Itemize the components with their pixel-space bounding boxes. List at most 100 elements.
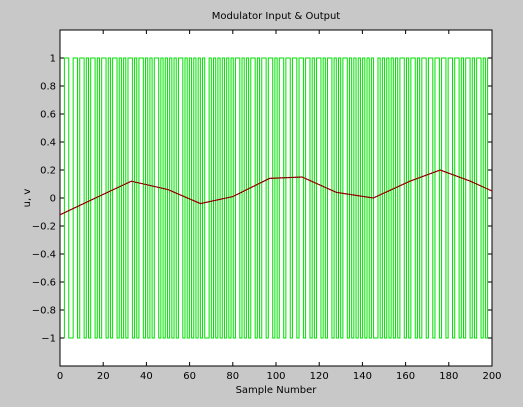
input-sample-point [344, 193, 346, 195]
input-sample-point [446, 171, 448, 173]
y-tick-label: −1 [41, 334, 56, 345]
input-sample-point [320, 185, 322, 187]
input-sample-point [411, 179, 413, 181]
input-sample-point [294, 176, 296, 178]
output-square-wave [60, 57, 492, 339]
input-sample-point [65, 211, 67, 213]
input-sample-point [385, 191, 387, 193]
input-sample-point [424, 175, 426, 177]
x-tick-label: 200 [482, 371, 501, 382]
input-sample-point [180, 194, 182, 196]
input-sample-point [161, 187, 163, 189]
x-tick-label: 20 [97, 371, 110, 382]
input-sample-point [463, 178, 465, 180]
input-sample-point [418, 177, 420, 179]
input-sample-point [312, 181, 314, 183]
input-sample-point [269, 177, 271, 179]
input-sample-point [158, 187, 160, 189]
input-sample-point [364, 196, 366, 198]
x-tick-label: 100 [266, 371, 285, 382]
input-sample-point [284, 177, 286, 179]
input-sample-point [74, 207, 76, 209]
input-sample-point [357, 195, 359, 197]
input-sample-point [173, 191, 175, 193]
input-sample-point [275, 177, 277, 179]
input-sample-point [459, 176, 461, 178]
axis-ticks: 0 20 40 60 80 100 120 140 160 180 200 −1 −0.8 −0.6 −0.… [32, 30, 502, 382]
input-sample-point [113, 188, 115, 190]
input-sample-point [325, 187, 327, 189]
input-sample-point [305, 178, 307, 180]
input-sample-point [150, 185, 152, 187]
input-sample-point [370, 197, 372, 199]
input-sample-point [292, 176, 294, 178]
input-sample-point [310, 180, 312, 182]
input-sample-point [467, 179, 469, 181]
input-sample-point [204, 202, 206, 204]
input-sample-point [186, 197, 188, 199]
input-sample-point [199, 203, 201, 205]
x-axis-label: Sample Number [236, 385, 318, 396]
input-sample-point [148, 184, 150, 186]
input-sample-point [96, 196, 98, 198]
input-sample-point [485, 187, 487, 189]
output-series-layer [60, 57, 492, 339]
input-sample-point [253, 185, 255, 187]
input-sample-point [297, 176, 299, 178]
input-sample-point [247, 188, 249, 190]
input-sample-point [154, 186, 156, 188]
y-tick-label: −0.2 [32, 222, 56, 233]
y-tick-label: −0.8 [32, 306, 56, 317]
input-sample-point [126, 182, 128, 184]
input-sample-point [452, 174, 454, 176]
y-tick-label: −0.6 [32, 278, 56, 289]
y-tick-label: 1 [50, 54, 56, 65]
input-sample-point [335, 191, 337, 193]
input-sample-point [111, 189, 113, 191]
input-sample-point [398, 185, 400, 187]
input-sample-point [281, 177, 283, 179]
input-sample-point [303, 177, 305, 179]
y-tick-label: 0.4 [40, 138, 56, 149]
input-sample-point [355, 194, 357, 196]
input-sample-point [353, 194, 355, 196]
input-sample-point [361, 195, 363, 197]
input-sample-point [193, 200, 195, 202]
input-sample-point [137, 182, 139, 184]
input-sample-point [91, 198, 93, 200]
input-sample-point [236, 193, 238, 195]
input-sample-point [219, 198, 221, 200]
input-sample-point [389, 189, 391, 191]
x-tick-label: 180 [439, 371, 458, 382]
input-sample-point [107, 191, 109, 193]
input-sample-point [215, 199, 217, 201]
input-sample-point [167, 189, 169, 191]
input-sample-point [392, 188, 394, 190]
input-sample-point [208, 201, 210, 203]
input-sample-point [333, 190, 335, 192]
input-sample-point [210, 200, 212, 202]
input-sample-point [165, 188, 167, 190]
input-sample-point [316, 183, 318, 185]
input-sample-point [143, 183, 145, 185]
input-sample-point [271, 177, 273, 179]
input-sample-point [327, 188, 329, 190]
input-sample-point [122, 184, 124, 186]
y-tick-label: 0.2 [40, 166, 56, 177]
input-sample-point [68, 210, 70, 212]
input-sample-point [135, 181, 137, 183]
input-sample-point [482, 186, 484, 188]
input-sample-point [59, 214, 61, 216]
input-sample-point [243, 190, 245, 192]
input-sample-point [249, 187, 251, 189]
input-sample-point [119, 185, 121, 187]
input-sample-point [232, 196, 234, 198]
input-sample-point [435, 171, 437, 173]
input-sample-point [348, 193, 350, 195]
input-sample-point [117, 186, 119, 188]
input-sample-point [234, 195, 236, 197]
input-sample-point [178, 193, 180, 195]
input-sample-point [454, 175, 456, 177]
input-sample-point [130, 180, 132, 182]
input-sample-point [487, 188, 489, 190]
